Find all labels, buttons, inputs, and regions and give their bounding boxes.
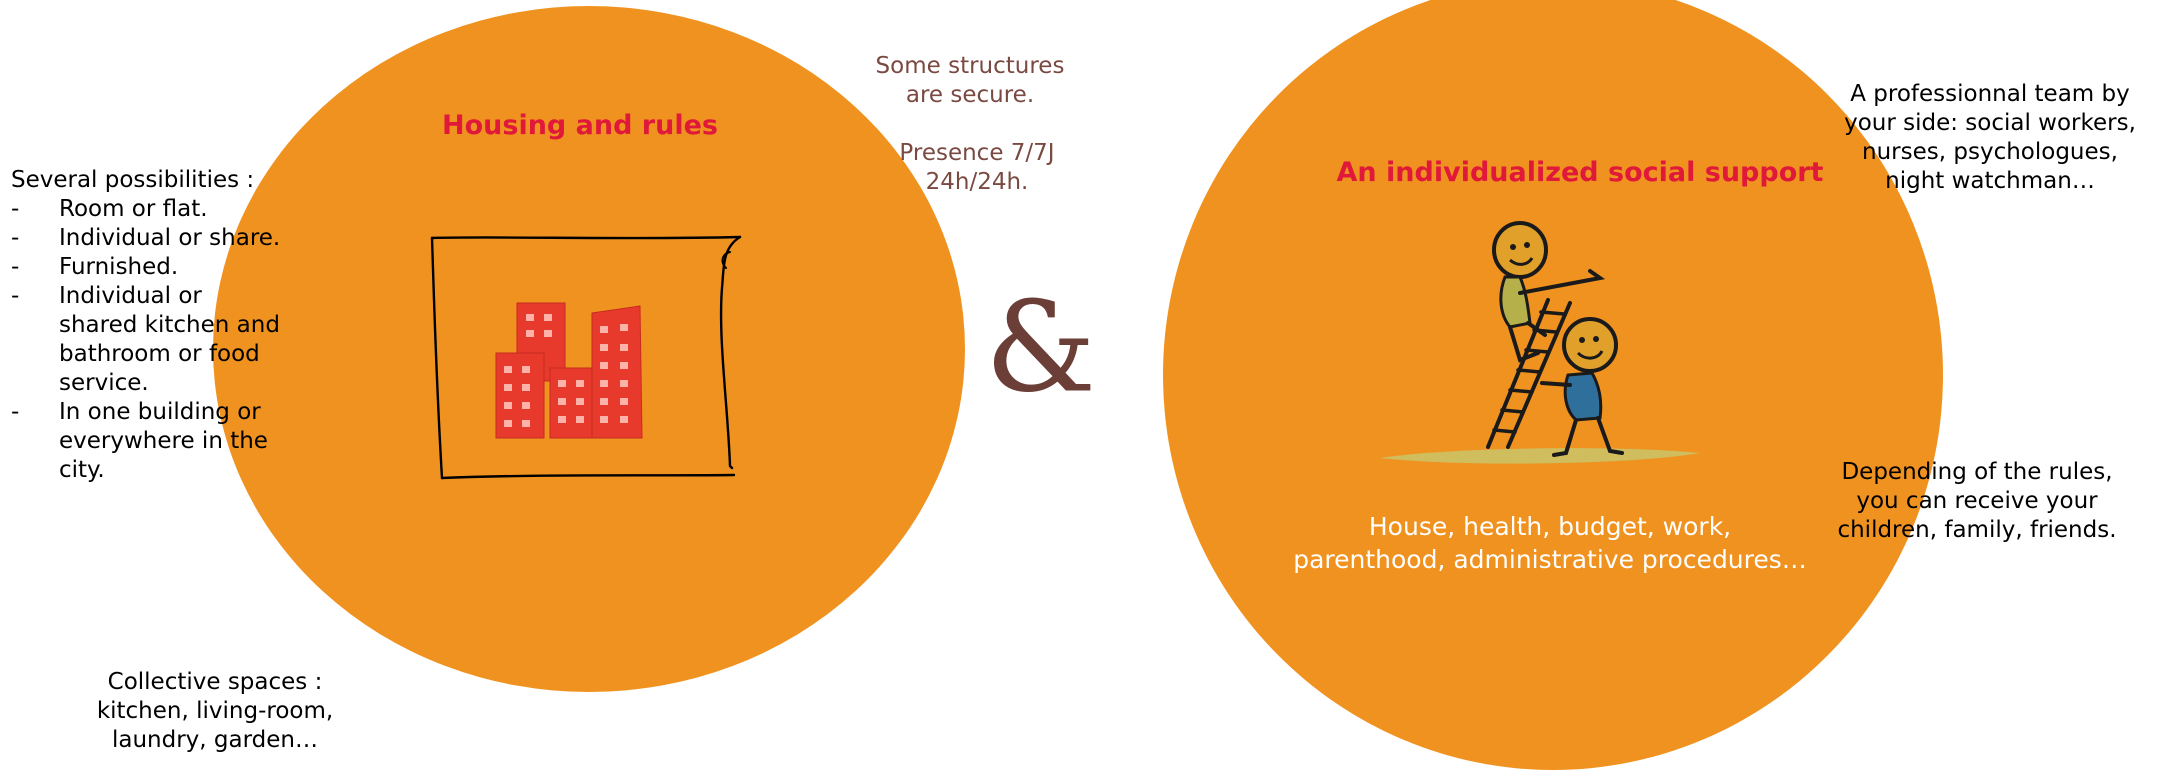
secure-text: Some structures are secure. (875, 53, 1065, 108)
presence-text: Presence 7/7J 24h/24h. (899, 140, 1055, 195)
ampersand-connector: & (985, 275, 1097, 420)
helping-climb-ladder-icon (1370, 215, 1710, 479)
possibilities-heading: Several possibilities : (11, 167, 255, 193)
collective-spaces-text: Collective spaces : kitchen, living-room… (96, 669, 334, 753)
professional-team-text: A professionnal team by your side: socia… (1844, 81, 2136, 194)
housing-title: Housing and rules (442, 110, 718, 141)
support-topics-text: House, health, budget, work, parenthood,… (1293, 512, 1807, 574)
possibilities-list: Room or flat. Individual or share. Furni… (11, 195, 281, 485)
housing-circle (213, 6, 965, 692)
secure-structures-text: Some structures are secure. (855, 52, 1085, 124)
receive-visitors-text: Depending of the rules, you can receive … (1837, 459, 2117, 543)
possibility-item: Room or flat. (11, 195, 281, 224)
possibility-item: Individual or share. (11, 224, 281, 253)
city-buildings-icon (422, 228, 752, 492)
possibility-item: In one building or everywhere in the cit… (11, 398, 281, 485)
possibility-item: Furnished. (11, 253, 281, 282)
possibilities-block: Several possibilities : Room or flat. In… (11, 166, 281, 485)
possibility-item: Individual or shared kitchen and bathroo… (11, 282, 281, 398)
social-support-title: An individualized social support (1336, 157, 1824, 188)
